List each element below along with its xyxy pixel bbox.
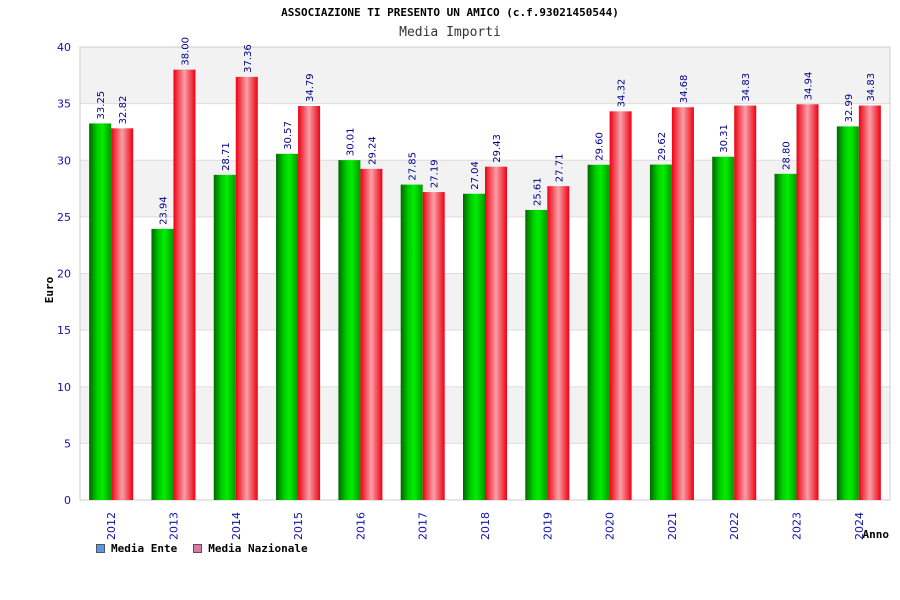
legend-item-media-nazionale: Media Nazionale [193,542,308,555]
bar-value-label: 27.19 [430,159,441,188]
bars-group [89,69,881,501]
legend-swatch-media-ente [96,544,105,553]
chart-subtitle: Media Importi [399,25,501,40]
legend-label-media-nazionale: Media Nazionale [208,542,308,555]
bar-media-ente [276,153,299,501]
bar-media-nazionale [173,69,196,501]
bar-media-ente [338,160,361,500]
bar-value-label: 37.36 [243,44,254,73]
bar-value-label: 28.80 [782,141,793,170]
x-axis-label: Anno [863,528,890,541]
bar-value-label: 34.79 [305,73,316,102]
y-tick-label: 35 [57,98,71,111]
bar-value-label: 34.83 [741,73,752,102]
x-tick-label: 2022 [728,512,741,540]
bar-value-label: 27.85 [408,152,419,181]
bar-value-label: 32.99 [844,94,855,123]
x-tick-label: 2021 [666,512,679,540]
bar-media-nazionale [422,192,445,501]
bar-media-nazionale [111,128,134,500]
bar-value-label: 34.83 [866,73,877,102]
y-tick-label: 0 [64,494,71,507]
x-tick-label: 2012 [105,512,118,540]
bar-value-label: 29.60 [595,132,606,161]
x-tick-label: 2015 [292,512,305,540]
bar-value-label: 30.57 [283,121,294,150]
x-tick-label: 2020 [604,512,617,540]
bar-value-label: 29.62 [657,132,668,161]
bar-media-nazionale [796,104,819,500]
x-tick-label: 2023 [791,512,804,540]
bar-value-label: 34.94 [804,72,815,101]
bar-media-nazionale [485,166,507,500]
legend-item-media-ente: Media Ente [96,542,177,555]
bar-value-label: 34.68 [679,75,690,104]
bar-media-ente [587,164,610,500]
bar-value-label: 33.25 [96,91,107,120]
y-axis: 0 5 10 15 20 25 30 35 40 [57,41,71,507]
bar-media-nazionale [547,186,570,500]
value-labels-group: 33.25 32.82 23.94 38.00 28.71 37.36 30.57 34.79… [96,37,877,225]
bar-media-ente [712,156,735,500]
bar-media-ente [463,193,485,500]
x-axis: 2012 2013 2014 2015 2016 2017 2018 2019 2020 2021… [105,512,866,540]
bar-media-nazionale [235,76,258,500]
x-tick-label: 2019 [541,512,554,540]
y-tick-label: 40 [57,41,71,54]
bar-value-label: 34.32 [617,79,628,108]
x-tick-label: 2018 [479,512,492,540]
grid-band [80,47,890,104]
bar-media-nazionale [858,105,881,501]
x-tick-label: 2016 [354,512,367,540]
x-tick-label: 2013 [167,512,180,540]
y-tick-label: 30 [57,154,71,167]
y-axis-label: Euro [43,276,56,303]
bar-value-label: 32.82 [118,96,129,125]
x-tick-label: 2014 [230,512,243,540]
y-tick-label: 20 [57,268,71,281]
legend-swatch-media-nazionale [193,544,203,553]
bar-value-label: 30.31 [719,124,730,153]
y-tick-label: 10 [57,381,71,394]
legend-label-media-ente: Media Ente [111,542,178,555]
x-tick-label: 2024 [853,512,866,540]
bar-media-ente [151,228,174,500]
bar-media-ente [836,126,859,501]
bar-media-nazionale [671,107,694,501]
bar-media-ente [649,164,672,500]
bar-media-nazionale [734,105,757,501]
bar-value-label: 27.04 [470,161,481,190]
legend: Media Ente Media Nazionale [96,542,308,555]
bar-value-label: 30.01 [345,127,356,156]
y-tick-label: 15 [57,324,71,337]
bar-media-nazionale [298,106,321,501]
bar-value-label: 23.94 [158,196,169,225]
bar-media-ente [774,173,797,500]
y-tick-label: 25 [57,211,71,224]
x-tick-label: 2017 [417,512,430,540]
bar-media-nazionale [360,168,383,500]
bar-media-ente [400,184,423,500]
bar-value-label: 29.43 [492,134,503,163]
y-tick-label: 5 [64,437,71,450]
bar-value-label: 27.71 [554,154,565,183]
bar-value-label: 38.00 [180,37,191,66]
bar-media-ente [89,123,112,500]
bar-media-nazionale [609,111,632,501]
chart-title: ASSOCIAZIONE TI PRESENTO UN AMICO (c.f.9… [281,6,619,19]
bar-media-ente [525,209,548,501]
bar-value-label: 28.71 [221,142,232,171]
bar-value-label: 29.24 [367,136,378,165]
bar-value-label: 25.61 [532,177,543,206]
bar-media-ente [213,174,236,500]
